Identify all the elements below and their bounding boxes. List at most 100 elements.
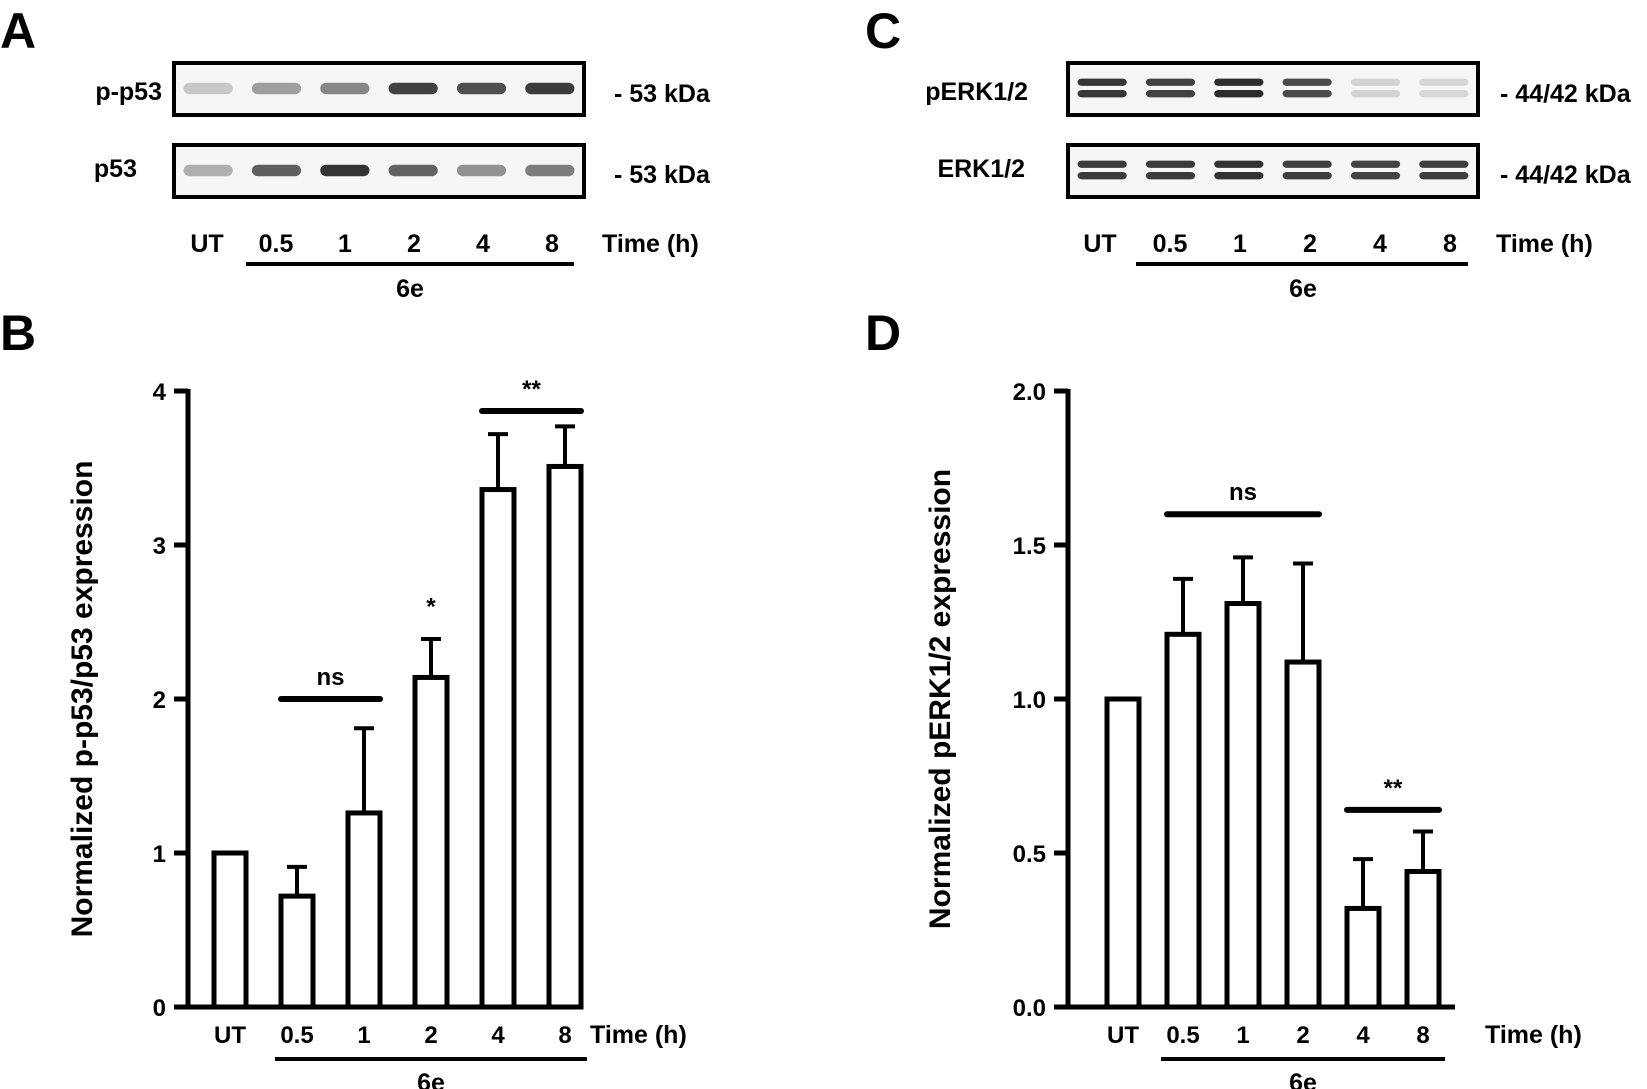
chart-b: 0 1 2 3 4 UT 0.5 1 2 4 8 Time (h) 6e Normalized p-p53… (66, 376, 687, 1089)
panel-letter-d: D (865, 305, 901, 361)
chart-b-ytick-label-1: 1 (153, 841, 166, 868)
blot-a-lane-label-2: 1 (338, 230, 352, 258)
chart-d-bar-2 (1224, 601, 1262, 1010)
blot-a-row1-band-2 (320, 82, 370, 95)
chart-d-bar-0 (1104, 696, 1142, 1010)
blot-a-row2-bands (183, 164, 575, 177)
blot-c-row2-size: - 44/42 kDa (1500, 161, 1632, 189)
blot-c-lane-labels: UT 0.5 1 2 4 8 (1083, 230, 1457, 258)
blot-a-row2-size: - 53 kDa (614, 161, 711, 189)
blot-a-row1-band-3 (388, 82, 438, 95)
chart-d-xtick-label-4: 4 (1356, 1022, 1370, 1049)
blot-c-lane-label-3: 2 (1303, 230, 1317, 258)
blot-c-row1-band-5-upper (1419, 78, 1469, 86)
blot-c-row2-band-0-upper (1077, 160, 1127, 168)
blot-c-row2-band-3-upper (1282, 160, 1332, 168)
chart-b-xtick-label-0: UT (214, 1022, 246, 1049)
chart-b-ytick-label-3: 3 (153, 533, 166, 560)
blot-c-row1-band-2-lower (1214, 90, 1264, 98)
chart-d-ytick-label-4: 2.0 (1013, 379, 1046, 406)
blot-c-row2-band-1-upper (1145, 160, 1196, 168)
chart-b-bar-5 (546, 463, 584, 1010)
chart-d-bar-3 (1284, 659, 1322, 1010)
blot-c-lane-label-2: 1 (1233, 230, 1247, 258)
blot-a-row1-bands (183, 82, 575, 95)
chart-d-xtick-label-5: 8 (1416, 1022, 1429, 1049)
blot-c-row1-band-0-upper (1077, 78, 1127, 86)
blot-a-row2-frame (172, 143, 586, 199)
blot-c-row2-band-0-lower (1077, 172, 1127, 180)
blot-a-row1-label: p-p53 (95, 78, 162, 106)
blot-c-row1-band-0-lower (1077, 90, 1127, 98)
chart-d-bar-1 (1164, 631, 1202, 1010)
panel-letter-a: A (0, 3, 36, 59)
blot-c-row1-frame (1066, 61, 1480, 117)
chart-d-bar-4 (1344, 905, 1382, 1010)
chart-d-ytick-label-3: 1.5 (1013, 533, 1046, 560)
blot-a-lane-labels: UT 0.5 1 2 4 8 (190, 230, 559, 258)
chart-b-group-label: 6e (417, 1069, 445, 1089)
blot-c-row1-band-1-lower (1145, 90, 1196, 98)
blot-a-lane-label-1: 0.5 (259, 230, 294, 258)
blot-a-axis-title: Time (h) (602, 230, 699, 258)
blot-c-row2-label: ERK1/2 (937, 155, 1025, 183)
chart-b-bar-3 (412, 674, 450, 1010)
chart-b-x-label: Time (h) (590, 1021, 687, 1049)
chart-b-xtick-label-1: 0.5 (280, 1022, 313, 1049)
chart-d-x-label: Time (h) (1485, 1021, 1582, 1049)
chart-d-y-label: Normalized pERK1/2 expression (924, 469, 957, 929)
blot-c-row2-band-1-lower (1145, 172, 1196, 180)
chart-d-xtick-label-1: 0.5 (1166, 1022, 1199, 1049)
blot-c-axis-title: Time (h) (1496, 230, 1593, 258)
blot-a-row1-size: - 53 kDa (614, 80, 711, 108)
chart-b-xtick-label-4: 4 (491, 1022, 505, 1049)
blot-a-row2-band-2 (320, 164, 370, 177)
blot-a-row1-band-0 (183, 82, 233, 95)
chart-b-ytick-label-4: 4 (153, 379, 167, 406)
chart-b-sig-label-1: * (426, 593, 436, 620)
chart-b-ytick-label-2: 2 (153, 687, 166, 714)
blot-c-lane-label-1: 0.5 (1153, 230, 1188, 258)
blot-a-row2-band-0 (183, 164, 233, 177)
chart-d: 0.0 0.5 1.0 1.5 2.0 UT 0.5 1 2 4 8 Time (h) 6e Normal… (924, 379, 1582, 1089)
blot-c-row1-band-4-upper (1350, 78, 1401, 86)
blot-panel-c: pERK1/2 - 44/42 kDa ERK1/2 - 44/42 kDa U… (925, 61, 1632, 303)
blot-c-row1-label: pERK1/2 (925, 78, 1028, 106)
blot-a-row1-band-1 (251, 82, 302, 95)
chart-b-y-label: Normalized p-p53/p53 expression (66, 461, 99, 938)
blot-c-row2-band-5-upper (1419, 160, 1469, 168)
chart-b-bar-4 (479, 487, 517, 1010)
chart-d-xtick-label-0: UT (1107, 1022, 1139, 1049)
chart-b-xtick-label-3: 2 (424, 1022, 437, 1049)
blot-c-row2-band-3-lower (1282, 172, 1332, 180)
panel-letter-b: B (0, 305, 36, 361)
blot-a-row2-band-5 (525, 164, 575, 177)
panel-letter-c: C (865, 3, 901, 59)
blot-a-lane-label-5: 8 (545, 230, 559, 258)
blot-c-row2-band-5-lower (1419, 172, 1469, 180)
blot-c-row1-band-3-upper (1282, 78, 1332, 86)
chart-b-xtick-label-5: 8 (558, 1022, 571, 1049)
blot-c-row2-band-2-upper (1214, 160, 1264, 168)
chart-d-ytick-label-2: 1.0 (1013, 687, 1046, 714)
blot-c-row2-band-4-lower (1350, 172, 1401, 180)
blot-c-row1-band-5-lower (1419, 90, 1469, 98)
chart-d-sig-label-1: ** (1384, 775, 1403, 802)
chart-d-xtick-label-2: 1 (1236, 1022, 1249, 1049)
chart-d-ytick-label-0: 0.0 (1013, 995, 1046, 1022)
blot-c-row2-band-4-upper (1350, 160, 1401, 168)
chart-b-ytick-label-0: 0 (153, 995, 166, 1022)
blot-c-row1-size: - 44/42 kDa (1500, 80, 1632, 108)
blot-c-lane-label-5: 8 (1443, 230, 1457, 258)
blot-c-row1-band-4-lower (1350, 90, 1401, 98)
blot-c-row1-band-2-upper (1214, 78, 1264, 86)
blot-panel-a: p-p53 - 53 kDa p53 - 53 kDa UT 0.5 1 2 4 8 Ti… (94, 61, 711, 303)
chart-d-xtick-label-3: 2 (1296, 1022, 1309, 1049)
blot-a-group-label: 6e (396, 275, 424, 303)
chart-b-sig-label-0: ns (316, 664, 344, 691)
chart-d-bar-5 (1404, 868, 1442, 1010)
blot-a-row1-band-4 (456, 82, 507, 95)
blot-a-row1-band-5 (525, 82, 575, 95)
blot-c-lane-label-4: 4 (1373, 230, 1387, 258)
